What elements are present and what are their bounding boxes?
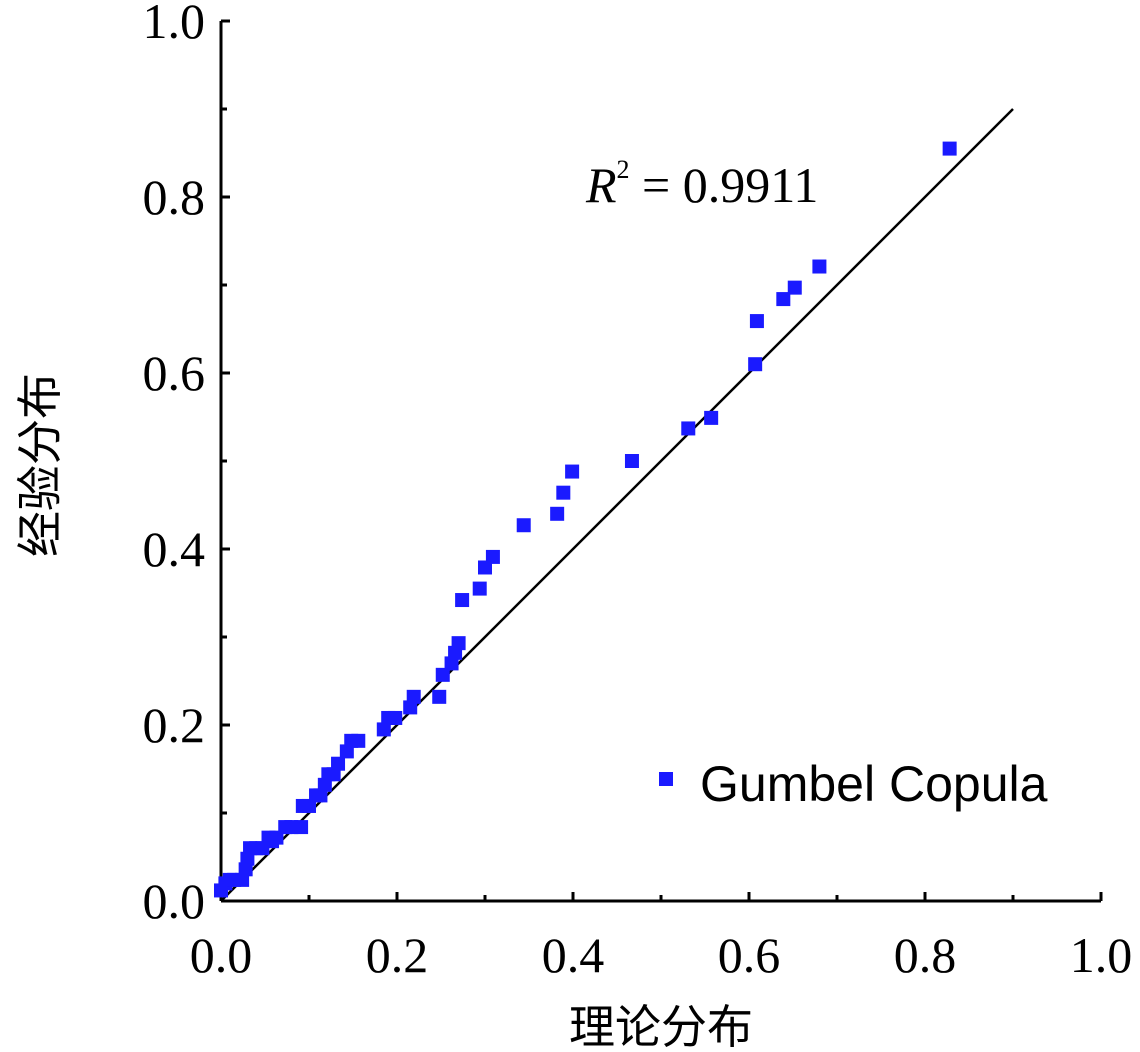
y-tick-label: 0.4 xyxy=(143,521,206,577)
tick-labels: 0.0 0.2 0.4 0.6 0.8 1.0 0.0 0.2 0.4 0.6 0.8 1.0 xyxy=(143,0,1133,983)
x-tick-label: 0.6 xyxy=(718,927,781,983)
data-point xyxy=(317,777,332,792)
y-axis-title: 经验分布 xyxy=(13,373,67,557)
legend: Gumbel Copula xyxy=(659,756,1048,812)
data-point xyxy=(351,733,366,748)
data-point xyxy=(565,464,580,479)
data-point xyxy=(748,357,763,372)
y-tick-label: 1.0 xyxy=(143,0,206,49)
x-tick-label: 1.0 xyxy=(1070,927,1133,983)
data-point xyxy=(444,656,459,671)
data-point xyxy=(313,788,328,803)
data-point xyxy=(681,421,696,436)
y-tick-label: 0.6 xyxy=(143,345,206,401)
data-point xyxy=(556,485,571,500)
data-point xyxy=(403,700,418,715)
y-tick-label: 0.8 xyxy=(143,169,206,225)
data-point xyxy=(432,689,447,704)
x-tick-label: 0.0 xyxy=(190,927,253,983)
data-point xyxy=(942,141,957,156)
fit-line xyxy=(220,108,1014,902)
data-point xyxy=(326,767,341,782)
data-point xyxy=(435,667,450,682)
data-point xyxy=(339,744,354,759)
data-point xyxy=(550,506,565,521)
data-point xyxy=(478,560,492,575)
data-point xyxy=(455,593,470,608)
x-axis-title: 理论分布 xyxy=(569,1000,753,1052)
data-point xyxy=(235,872,250,887)
y-tick-label: 0.2 xyxy=(143,697,206,753)
ticks xyxy=(219,19,1103,903)
data-point xyxy=(302,798,316,813)
data-point xyxy=(516,518,531,533)
legend-label: Gumbel Copula xyxy=(700,756,1048,812)
data-point xyxy=(485,549,500,564)
legend-marker xyxy=(659,772,673,786)
data-point xyxy=(388,710,403,725)
data-point xyxy=(240,851,255,866)
data-point xyxy=(812,259,827,274)
data-point xyxy=(376,722,391,737)
data-point xyxy=(451,636,466,651)
data-point xyxy=(238,862,253,877)
x-tick-label: 0.8 xyxy=(894,927,957,983)
data-point xyxy=(749,314,764,329)
data-point xyxy=(472,581,487,596)
data-points xyxy=(214,141,957,898)
data-point xyxy=(406,689,421,704)
data-point xyxy=(776,292,791,307)
x-tick-label: 0.4 xyxy=(542,927,605,983)
data-point xyxy=(294,820,309,835)
r-squared-annotation: R2 = 0.9911 xyxy=(585,155,818,213)
data-point xyxy=(704,410,719,425)
y-tick-label: 0.0 xyxy=(143,873,206,929)
data-point xyxy=(624,454,639,468)
data-point xyxy=(787,280,802,295)
data-point xyxy=(269,830,284,845)
data-point xyxy=(331,756,346,771)
x-tick-label: 0.2 xyxy=(366,927,429,983)
